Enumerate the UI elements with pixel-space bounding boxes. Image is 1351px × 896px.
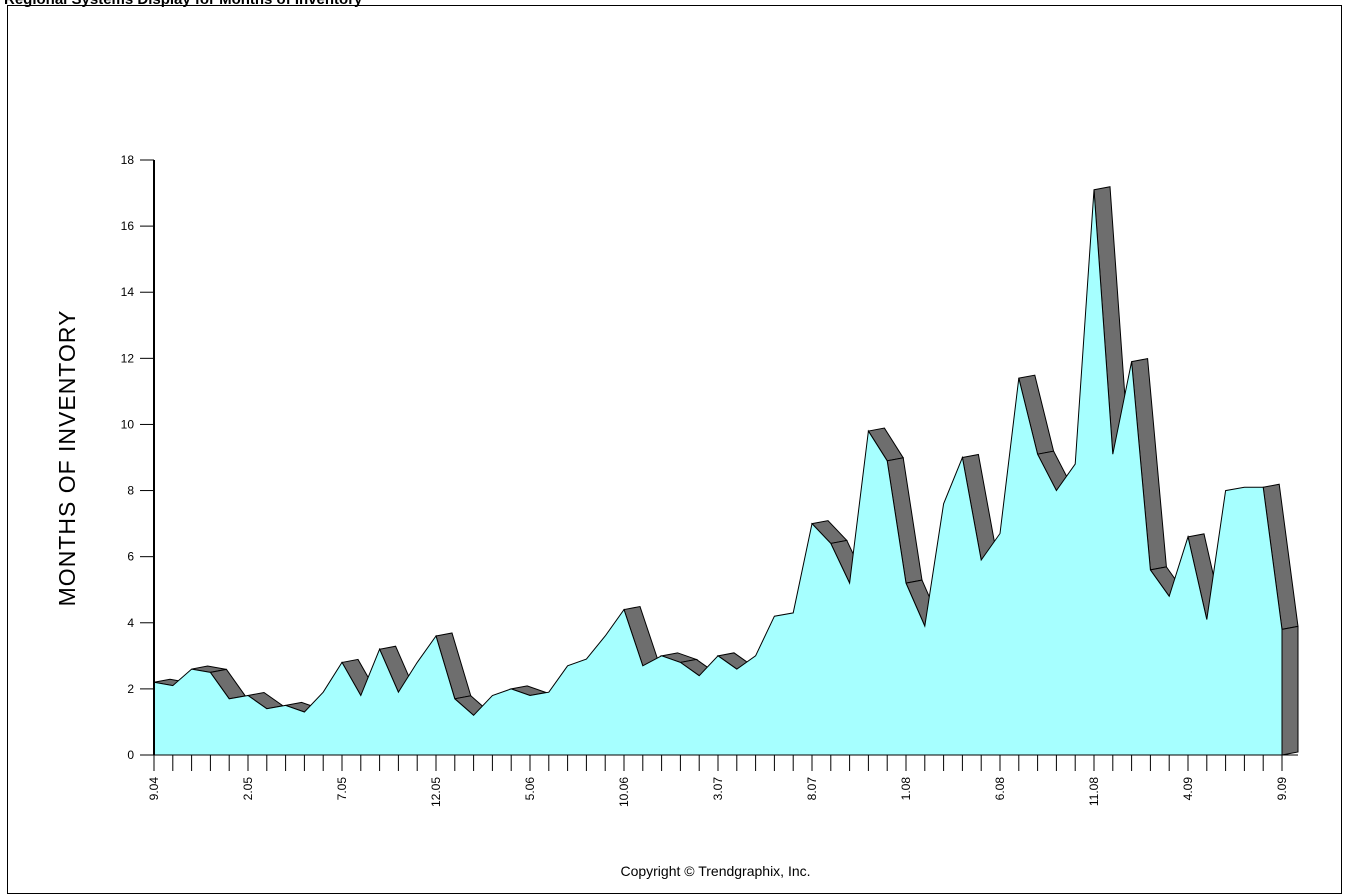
data-point bbox=[1262, 486, 1264, 488]
data-point bbox=[266, 708, 268, 710]
data-point bbox=[548, 691, 550, 693]
data-point bbox=[1018, 377, 1020, 379]
x-tick-label: 1.08 bbox=[899, 777, 913, 801]
data-point bbox=[830, 542, 832, 544]
data-point bbox=[360, 694, 362, 696]
data-point bbox=[905, 582, 907, 584]
data-point bbox=[848, 582, 850, 584]
y-tick-label: 2 bbox=[127, 682, 134, 696]
data-point bbox=[1149, 569, 1151, 571]
data-point bbox=[623, 608, 625, 610]
data-point bbox=[228, 698, 230, 700]
data-point bbox=[1243, 486, 1245, 488]
data-point bbox=[435, 635, 437, 637]
data-point bbox=[284, 704, 286, 706]
x-tick-label: 6.08 bbox=[993, 777, 1007, 801]
data-point bbox=[886, 460, 888, 462]
data-point bbox=[1168, 595, 1170, 597]
data-point bbox=[472, 714, 474, 716]
data-point bbox=[1074, 463, 1076, 465]
data-point bbox=[510, 688, 512, 690]
data-point bbox=[717, 655, 719, 657]
data-point bbox=[322, 691, 324, 693]
data-point bbox=[153, 681, 155, 683]
y-tick-label: 14 bbox=[121, 285, 135, 299]
data-point bbox=[529, 694, 531, 696]
data-point bbox=[190, 668, 192, 670]
inventory-area bbox=[153, 189, 1283, 756]
data-point bbox=[924, 625, 926, 627]
data-point bbox=[1130, 360, 1132, 362]
data-point bbox=[491, 694, 493, 696]
data-point bbox=[454, 698, 456, 700]
data-point bbox=[999, 532, 1001, 534]
y-axis-label: MONTHS OF INVENTORY bbox=[54, 310, 80, 607]
data-point bbox=[980, 559, 982, 561]
y-tick-label: 0 bbox=[127, 748, 134, 762]
data-point bbox=[660, 655, 662, 657]
data-point bbox=[416, 661, 418, 663]
x-tick-label: 2.05 bbox=[241, 777, 255, 801]
x-tick-label: 12.05 bbox=[429, 777, 443, 807]
y-tick-label: 12 bbox=[121, 351, 135, 365]
y-tick-label: 8 bbox=[127, 484, 134, 498]
chart-caption: Regional Systems Display for Months of I… bbox=[4, 0, 362, 8]
y-tick-label: 16 bbox=[121, 219, 135, 233]
x-tick-label: 3.07 bbox=[711, 777, 725, 801]
data-point bbox=[604, 635, 606, 637]
data-point bbox=[811, 522, 813, 524]
y-tick-label: 18 bbox=[121, 153, 135, 167]
x-tick-label: 7.05 bbox=[335, 777, 349, 801]
data-point bbox=[773, 615, 775, 617]
x-tick-label: 8.07 bbox=[805, 777, 819, 801]
data-point bbox=[754, 655, 756, 657]
data-point bbox=[378, 648, 380, 650]
data-point bbox=[792, 612, 794, 614]
x-axis: 9.04 2.05 7.05 12.05 5.06 10.06 3.07 8.07 1.08 6.… bbox=[147, 754, 1298, 807]
data-point bbox=[942, 503, 944, 505]
x-tick-label: 4.09 bbox=[1181, 777, 1195, 801]
data-point bbox=[642, 665, 644, 667]
data-point bbox=[1055, 489, 1057, 491]
data-point bbox=[961, 456, 963, 458]
end-face bbox=[1281, 625, 1299, 756]
data-point bbox=[172, 684, 174, 686]
data-point bbox=[1187, 536, 1189, 538]
data-point bbox=[1206, 618, 1208, 620]
data-point bbox=[209, 671, 211, 673]
data-point bbox=[1224, 489, 1226, 491]
x-tick-label: 10.06 bbox=[617, 777, 631, 807]
chart-frame bbox=[7, 5, 1342, 894]
x-tick-label: 9.04 bbox=[147, 777, 161, 801]
data-point bbox=[397, 691, 399, 693]
x-tick-label: 9.09 bbox=[1275, 777, 1289, 801]
data-point bbox=[1112, 453, 1114, 455]
y-axis: 0 2 4 6 8 10 12 14 16 18 bbox=[121, 153, 155, 762]
data-point bbox=[679, 661, 681, 663]
y-tick-label: 10 bbox=[121, 417, 135, 431]
data-point bbox=[1093, 189, 1095, 191]
x-tick-label: 11.08 bbox=[1087, 777, 1101, 806]
y-tick-label: 4 bbox=[127, 616, 134, 630]
data-point bbox=[736, 668, 738, 670]
y-tick-label: 6 bbox=[127, 550, 134, 564]
data-point bbox=[585, 658, 587, 660]
data-point bbox=[1036, 453, 1038, 455]
data-point bbox=[247, 694, 249, 696]
data-point bbox=[303, 711, 305, 713]
data-point bbox=[566, 665, 568, 667]
data-point bbox=[867, 430, 869, 432]
x-tick-label: 5.06 bbox=[523, 777, 537, 801]
copyright-text: Copyright © Trendgraphix, Inc. bbox=[620, 863, 811, 879]
data-point bbox=[1281, 628, 1283, 630]
data-point bbox=[698, 674, 700, 676]
data-point bbox=[341, 661, 343, 663]
